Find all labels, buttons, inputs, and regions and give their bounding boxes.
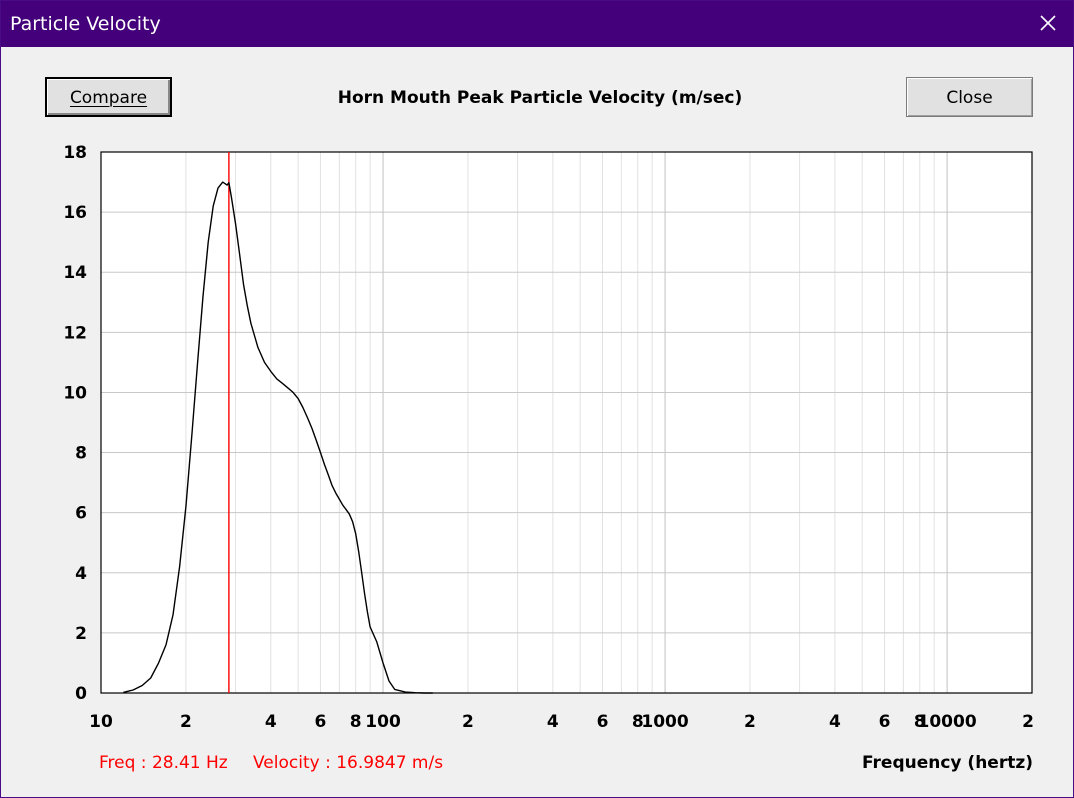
close-button[interactable]: Close: [906, 77, 1033, 117]
x-tick-label: 6: [315, 712, 327, 732]
chart-title: Horn Mouth Peak Particle Velocity (m/sec…: [337, 88, 743, 108]
x-tick-label: 8: [914, 712, 926, 732]
x-tick-label: 4: [265, 712, 277, 732]
x-tick-label: 6: [597, 712, 609, 732]
window-title: Particle Velocity: [10, 13, 161, 35]
close-icon[interactable]: [1035, 10, 1061, 36]
x-tick-label: 8: [350, 712, 362, 732]
close-label: Close: [946, 88, 993, 108]
title-bar[interactable]: Particle Velocity: [1, 1, 1073, 47]
x-axis-label: Frequency (hertz): [862, 753, 1033, 773]
x-tick-label: 2: [744, 712, 756, 732]
plot-area: [101, 152, 1032, 693]
y-tick-label: 8: [75, 444, 87, 464]
velocity-readout: Velocity : 16.9847 m/s: [253, 753, 444, 773]
x-tick-label: 4: [829, 712, 841, 732]
x-tick-label: 2: [1022, 712, 1034, 732]
x-tick-label: 10000: [918, 712, 977, 732]
y-tick-label: 6: [75, 504, 87, 524]
y-tick-label: 18: [63, 143, 87, 163]
x-tick-label: 6: [879, 712, 891, 732]
x-tick-label: 2: [180, 712, 192, 732]
y-tick-label: 10: [63, 383, 87, 403]
frequency-readout: Freq : 28.41 Hz: [99, 753, 228, 773]
y-tick-label: 0: [75, 684, 87, 704]
x-tick-label: 4: [547, 712, 559, 732]
y-tick-label: 14: [63, 263, 87, 283]
x-tick-label: 8: [632, 712, 644, 732]
x-tick-label: 2: [462, 712, 474, 732]
x-tick-label: 1000: [641, 712, 688, 732]
compare-label: Compare: [69, 88, 148, 108]
x-tick-label: 10: [89, 712, 113, 732]
y-tick-label: 4: [75, 564, 87, 584]
x-tick-label: 100: [365, 712, 401, 732]
y-tick-label: 12: [63, 323, 87, 343]
plot-border: [100, 151, 1033, 694]
compare-button[interactable]: Compare: [45, 77, 172, 117]
y-tick-label: 16: [63, 203, 87, 223]
velocity-curve: [123, 181, 433, 694]
y-tick-label: 2: [75, 624, 87, 644]
